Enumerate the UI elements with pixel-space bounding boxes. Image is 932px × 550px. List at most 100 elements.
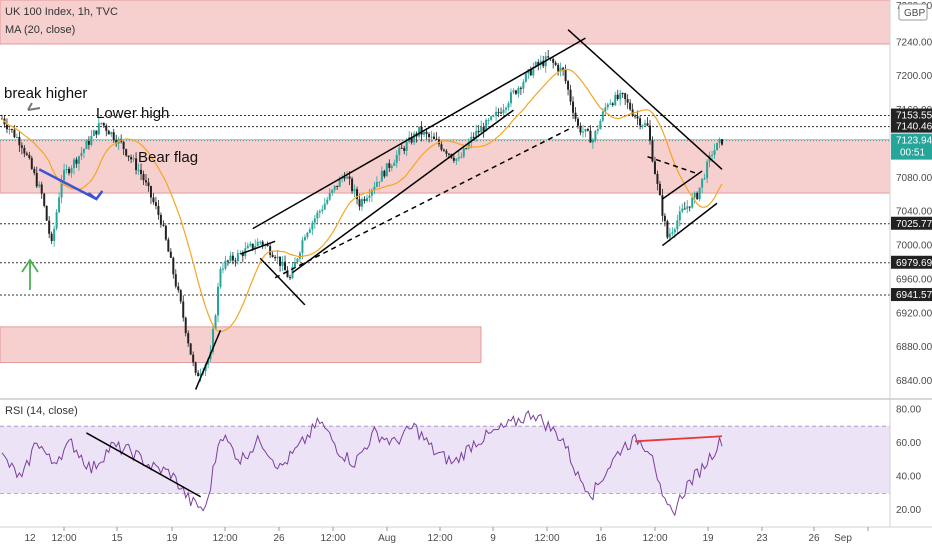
candle-body — [338, 178, 341, 187]
candle-body — [537, 62, 540, 65]
candle-body — [490, 116, 493, 120]
trendline[interactable] — [661, 170, 703, 200]
candle-body — [457, 157, 460, 159]
candle-body — [68, 168, 71, 174]
candle-body — [197, 372, 200, 377]
symbol-legend[interactable]: UK 100 Index, 1h, TVC — [5, 6, 118, 18]
candle-body — [147, 182, 150, 187]
candle-body — [249, 243, 252, 246]
candle-body — [87, 140, 90, 145]
candle-body — [586, 128, 589, 131]
candle-body — [107, 130, 110, 135]
candle-body — [311, 222, 314, 230]
annotation-bear-flag[interactable]: Bear flag — [138, 149, 198, 166]
time-axis-label: 12 — [24, 533, 36, 544]
candle-body — [624, 93, 627, 100]
candle-body — [90, 135, 93, 145]
candle-body — [164, 225, 167, 240]
trendline[interactable] — [259, 257, 306, 306]
candle-body — [356, 189, 359, 200]
price-level-tag — [891, 108, 932, 122]
candle-body — [30, 158, 33, 169]
candle-body — [383, 170, 386, 177]
candle-body — [18, 136, 21, 146]
candle-body — [559, 67, 562, 72]
candle-body — [557, 64, 560, 72]
candle-body — [276, 256, 279, 259]
candle-body — [614, 94, 617, 106]
candle-body — [65, 168, 68, 170]
candle-body — [621, 93, 624, 95]
candle-body — [423, 131, 426, 135]
rsi-divergence-line[interactable] — [635, 435, 723, 443]
candle-body — [316, 212, 319, 219]
candle-body — [246, 245, 249, 249]
price-tag-label: 6979.69 — [896, 258, 932, 269]
rsi-band — [0, 426, 890, 494]
candle-body — [636, 116, 639, 119]
trendline[interactable] — [661, 202, 718, 247]
candle-body — [713, 150, 716, 155]
candle-body — [634, 115, 637, 117]
annotation-lower-high[interactable]: Lower high — [96, 105, 169, 122]
ma-legend[interactable]: MA (20, close) — [5, 24, 75, 36]
trendline[interactable] — [252, 37, 586, 230]
candle-body — [231, 255, 234, 261]
candle-body — [403, 148, 406, 151]
price-axis-label: 6880.00 — [896, 342, 932, 353]
candle-body — [122, 141, 125, 150]
rsi-trendline[interactable] — [86, 432, 201, 498]
dashed-trendline[interactable] — [274, 126, 574, 279]
candle-body — [212, 328, 215, 352]
gray-arrow-icon — [27, 102, 41, 111]
candle-body — [492, 115, 495, 117]
candle-body — [184, 317, 187, 334]
price-level-tag — [891, 119, 932, 133]
supply-demand-zone — [0, 0, 891, 45]
annotation-break-higher[interactable]: break higher — [4, 85, 87, 102]
candle-body — [130, 157, 133, 160]
candle-body — [609, 103, 612, 105]
candle-body — [38, 184, 41, 187]
candle-body — [50, 233, 53, 241]
rsi-axis-label: 40.00 — [896, 472, 921, 483]
candle-body — [214, 315, 217, 329]
candle-body — [472, 136, 475, 138]
trendline[interactable] — [240, 240, 276, 255]
candle-body — [594, 130, 597, 141]
candle-body — [224, 260, 227, 269]
candle-body — [289, 277, 291, 279]
price-axis-label: 7080.00 — [896, 173, 932, 184]
rsi-axis-label: 80.00 — [896, 404, 921, 415]
price-tag-label: 7140.46 — [896, 122, 932, 133]
candle-body — [361, 199, 363, 207]
candle-body — [440, 144, 443, 150]
candle-body — [599, 120, 602, 130]
candle-body — [368, 195, 371, 198]
candle-body — [229, 255, 232, 262]
trendline[interactable] — [194, 329, 222, 390]
candle-body — [485, 119, 488, 132]
trendline[interactable] — [292, 109, 514, 274]
candle-body — [159, 214, 162, 225]
time-axis-label: 12:00 — [212, 533, 237, 544]
rsi-axis-label: 60.00 — [896, 438, 921, 449]
candle-body — [487, 119, 490, 121]
time-axis-label: 19 — [166, 533, 178, 544]
candle-body — [100, 122, 103, 124]
currency-badge[interactable] — [898, 3, 928, 21]
trendline[interactable] — [567, 29, 723, 170]
candle-body — [522, 81, 525, 89]
candle-body — [53, 228, 56, 241]
trendline[interactable] — [38, 168, 97, 201]
candle-body — [619, 93, 622, 100]
time-axis-label: 12:00 — [642, 533, 667, 544]
rsi-legend[interactable]: RSI (14, close) — [5, 405, 78, 417]
candle-body — [480, 127, 483, 133]
candle-body — [110, 132, 113, 135]
time-axis-label: 26 — [808, 533, 820, 544]
candle-body — [519, 87, 522, 89]
time-axis-label: 9 — [490, 533, 496, 544]
